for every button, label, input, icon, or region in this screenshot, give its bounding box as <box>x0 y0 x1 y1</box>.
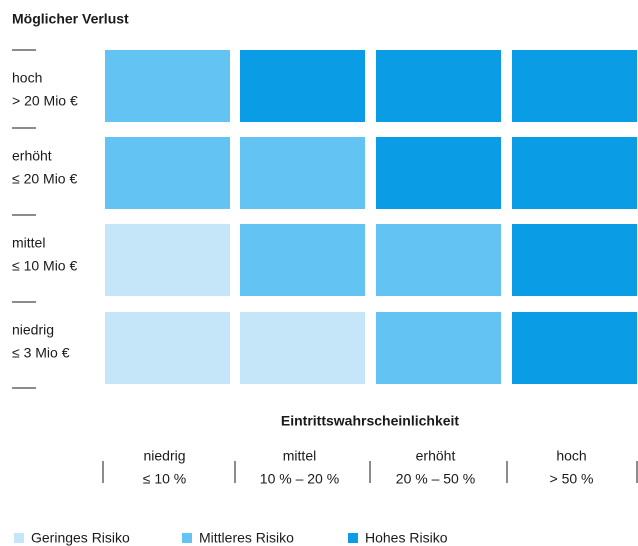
cell <box>240 312 365 384</box>
cell <box>512 50 637 122</box>
cell <box>512 137 637 209</box>
cell <box>512 312 637 384</box>
y-axis-title: Möglicher Verlust <box>12 11 129 27</box>
column-label: ≤ 10 % <box>143 471 186 487</box>
cell <box>376 224 501 296</box>
x-axis-title: Eintrittswahrscheinlichkeit <box>281 413 459 429</box>
cell <box>376 50 501 122</box>
cell <box>105 50 230 122</box>
legend-label: Mittleres Risiko <box>199 530 294 546</box>
row-label: hoch <box>12 70 42 86</box>
column-label: hoch <box>556 448 586 464</box>
row-label: ≤ 20 Mio € <box>12 171 77 187</box>
legend-swatch <box>182 533 192 543</box>
row-label: > 20 Mio € <box>12 93 78 109</box>
legend-label: Geringes Risiko <box>31 530 130 546</box>
row-label: erhöht <box>12 148 52 164</box>
cell <box>512 224 637 296</box>
legend-swatch <box>348 533 358 543</box>
cell <box>240 50 365 122</box>
row-label: mittel <box>12 235 45 251</box>
row-label: ≤ 10 Mio € <box>12 258 77 274</box>
column-label: mittel <box>283 448 316 464</box>
column-label: niedrig <box>143 448 185 464</box>
cell <box>105 224 230 296</box>
cell <box>105 137 230 209</box>
cell <box>240 137 365 209</box>
column-label: erhöht <box>416 448 456 464</box>
column-label: 10 % – 20 % <box>260 471 339 487</box>
cell <box>240 224 365 296</box>
legend-label: Hohes Risiko <box>365 530 448 546</box>
row-label: niedrig <box>12 322 54 338</box>
cell <box>376 312 501 384</box>
cell <box>376 137 501 209</box>
row-label: ≤ 3 Mio € <box>12 345 70 361</box>
column-label: 20 % – 50 % <box>396 471 475 487</box>
legend-swatch <box>14 533 24 543</box>
column-label: > 50 % <box>550 471 594 487</box>
cell <box>105 312 230 384</box>
